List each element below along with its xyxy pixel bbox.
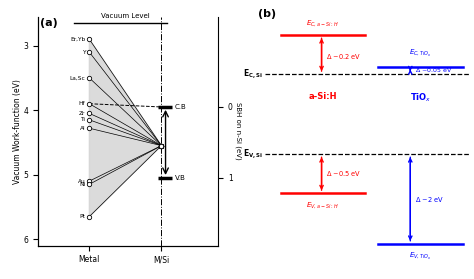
Y-axis label: Vacuum Work-function (eV): Vacuum Work-function (eV)	[13, 79, 22, 184]
Text: Au: Au	[78, 179, 85, 184]
Text: $\Delta$ ~2 eV: $\Delta$ ~2 eV	[415, 194, 444, 203]
Point	[158, 143, 165, 148]
Point	[86, 179, 93, 183]
Point	[158, 143, 165, 148]
Text: Zr: Zr	[79, 111, 85, 116]
Text: Pt: Pt	[79, 214, 85, 219]
Text: $E_{C,TiO_x}$: $E_{C,TiO_x}$	[409, 48, 432, 59]
Text: (b): (b)	[258, 9, 276, 19]
Y-axis label: SBH on n-Si (eV): SBH on n-Si (eV)	[236, 102, 242, 160]
Point	[158, 143, 165, 148]
Point	[86, 50, 93, 54]
Text: $\Delta$ ~0.05 eV: $\Delta$ ~0.05 eV	[415, 66, 452, 74]
Text: Al: Al	[80, 126, 85, 131]
Text: $E_{V,TiO_x}$: $E_{V,TiO_x}$	[409, 251, 432, 262]
Point	[158, 143, 165, 148]
Text: a-Si:H: a-Si:H	[309, 92, 337, 101]
Text: Hf: Hf	[79, 101, 85, 106]
Text: La,Sc: La,Sc	[70, 75, 85, 80]
Text: Ti: Ti	[80, 117, 85, 122]
Text: Vacuum Level: Vacuum Level	[101, 13, 150, 19]
Text: $\mathbf{E_{V,Si}}$: $\mathbf{E_{V,Si}}$	[243, 148, 263, 161]
Text: $\mathbf{E_{C,Si}}$: $\mathbf{E_{C,Si}}$	[243, 67, 263, 81]
Point	[158, 143, 165, 148]
Polygon shape	[90, 39, 162, 217]
Text: $\Delta$ ~0.2 eV: $\Delta$ ~0.2 eV	[326, 52, 361, 61]
Point	[158, 143, 165, 148]
Text: Y: Y	[82, 50, 85, 55]
Point	[158, 143, 165, 148]
Point	[86, 111, 93, 116]
Point	[86, 182, 93, 187]
Point	[86, 214, 93, 219]
Point	[86, 126, 93, 131]
Point	[158, 143, 165, 148]
Text: C.B: C.B	[175, 104, 187, 110]
Text: Er,Yb: Er,Yb	[70, 37, 85, 42]
Text: TiO$_x$: TiO$_x$	[410, 92, 431, 104]
Text: V.B: V.B	[175, 175, 186, 181]
Text: $\Delta$ ~0.5 eV: $\Delta$ ~0.5 eV	[326, 169, 362, 178]
Point	[158, 143, 165, 148]
Text: Ni: Ni	[79, 182, 85, 187]
Text: (a): (a)	[40, 18, 58, 28]
Point	[86, 37, 93, 42]
Point	[158, 143, 165, 148]
Point	[86, 118, 93, 122]
Point	[86, 76, 93, 80]
Point	[86, 102, 93, 106]
Text: $E_{C,a-Si:H}$: $E_{C,a-Si:H}$	[306, 18, 339, 28]
Text: $E_{V,a-Si:H}$: $E_{V,a-Si:H}$	[306, 201, 339, 210]
